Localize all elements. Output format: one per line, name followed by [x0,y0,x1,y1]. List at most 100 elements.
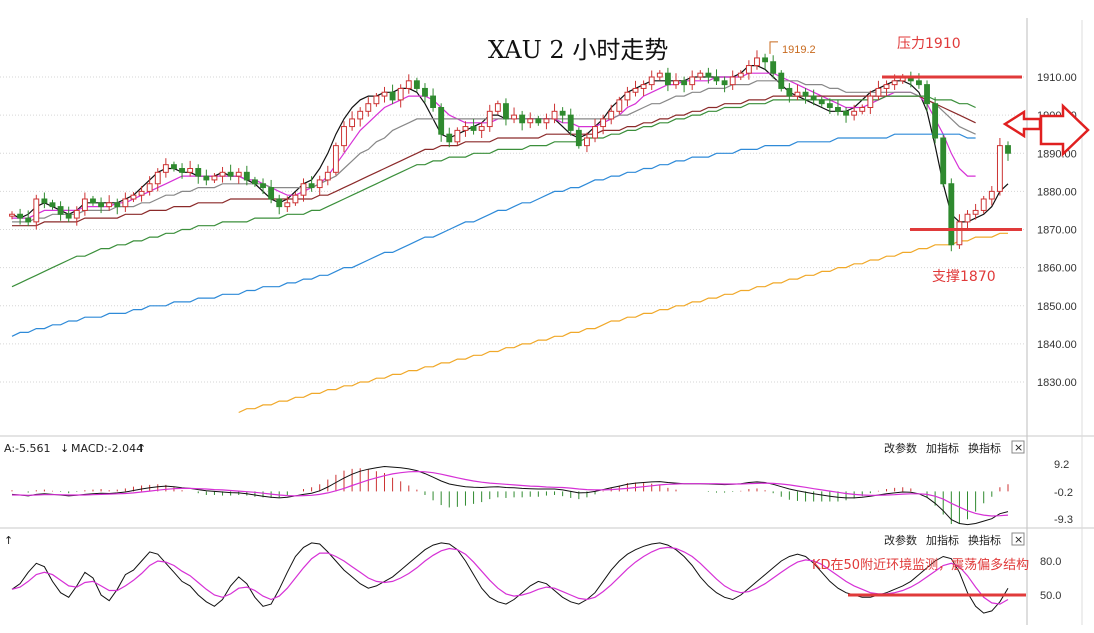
close-button[interactable]: × [1014,441,1023,454]
price-tick-label: 1830.00 [1037,377,1077,389]
moving-average-line [11,65,1009,223]
candlestick [446,127,453,148]
candlestick [284,196,291,212]
candlestick [535,115,542,126]
candlestick [592,118,598,143]
candlestick [551,103,558,124]
price-tick-label: 1860.00 [1037,263,1077,275]
candlestick [802,88,809,104]
candlestick [373,93,380,107]
candlestick [754,50,760,70]
candlestick [527,112,534,129]
candlestick [632,80,639,97]
candlestick [106,195,113,211]
candlestick-series [9,50,1011,252]
moving-average-lines [11,65,1009,414]
candlestick [907,71,914,88]
candlestick [899,73,906,84]
candlestick [519,110,526,131]
candlestick [462,121,469,137]
macd-header: A:-5.561 ↓ MACD:-2.044 ↑ [4,442,146,455]
candlestick [770,55,777,79]
candlestick [227,164,234,181]
candlestick [49,199,56,210]
candlestick [640,80,647,97]
candlestick [57,201,64,221]
candlestick [932,97,939,144]
close-icon[interactable] [1011,532,1025,546]
macd-value: MACD:-2.044 [71,442,143,455]
switch-indicator-button[interactable]: 换指标 [968,533,1001,547]
arrow-up-icon: ↑ [137,442,146,455]
candlestick [996,138,1003,196]
switch-indicator-button[interactable]: 换指标 [968,441,1001,455]
macd-tick-label: -0.2 [1054,487,1073,499]
candlestick [357,107,364,127]
kd-k-line [11,542,1009,614]
change-params-button[interactable]: 改参数 [884,441,917,455]
candlestick [851,104,858,121]
macd-tick-label: -9.3 [1054,514,1073,526]
candlestick [324,165,331,186]
candlestick [786,83,793,103]
candlestick [924,80,930,112]
candlestick [17,208,24,225]
candlestick [721,76,728,93]
candlestick [729,70,736,90]
candlestick [826,98,833,114]
candlestick [664,67,671,92]
kd-axis: 80.0 50.0 [1040,556,1061,602]
candlestick [567,108,574,136]
candlestick [1005,141,1011,161]
kd-controls: 改参数 加指标 换指标 × [884,532,1025,547]
add-indicator-button[interactable]: 加指标 [926,441,959,455]
candlestick [494,100,501,115]
candlestick [818,96,825,107]
moving-average-line [238,232,1008,414]
change-params-button[interactable]: 改参数 [884,533,917,547]
candlestick [138,186,145,202]
close-icon[interactable] [1011,440,1025,454]
candlestick [559,107,566,123]
candlestick [179,163,185,179]
candlestick [211,173,218,183]
candlestick [988,186,995,206]
candlestick [681,76,688,93]
candlestick [405,74,412,94]
candlestick [33,194,40,230]
candlestick [219,166,226,183]
candlestick [972,203,979,220]
candlestick [713,69,720,86]
candlestick [794,84,801,101]
candlestick [673,73,679,89]
candlestick [843,107,849,123]
kd-tick-label: 50.0 [1040,590,1061,602]
candlestick [980,195,987,214]
candlestick [268,179,275,204]
candlestick [608,104,615,125]
add-indicator-button[interactable]: 加指标 [926,533,959,547]
candlestick [73,206,80,226]
kd-tick-label: 80.0 [1040,556,1061,568]
candlestick [122,192,129,212]
candlestick [859,104,866,115]
kd-annotation: KD在50附近环境监测，震荡偏多结构 [812,557,1029,573]
candlestick [575,127,582,149]
kd-header: ↑ [4,534,13,547]
candlestick [114,198,121,215]
candlestick [203,169,210,186]
candlestick [956,214,963,249]
candlestick [25,210,32,227]
peak-label: 1919.2 [782,44,816,56]
arrow-up-icon: ↑ [4,534,13,547]
candlestick [381,86,388,103]
candlestick [146,176,153,196]
close-button[interactable]: × [1014,533,1023,546]
price-grid [0,76,1026,383]
candlestick [875,80,882,101]
price-tick-label: 1850.00 [1037,301,1077,313]
candlestick [478,122,485,138]
candlestick [235,168,242,184]
candlestick [292,192,299,206]
macd-controls: 改参数 加指标 换指标 × [884,440,1025,455]
